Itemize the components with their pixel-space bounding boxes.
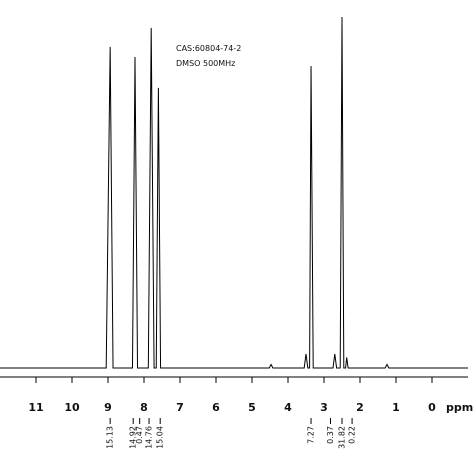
x-tick-label: 10: [64, 401, 80, 414]
x-tick-label: 6: [212, 401, 220, 414]
annotation: CAS:60804-74-2: [176, 44, 241, 53]
spectrum-line: [0, 16, 468, 369]
x-tick-label: 3: [320, 401, 328, 414]
integral-label: 0.22: [348, 426, 357, 444]
x-tick-label: 8: [140, 401, 148, 414]
x-tick-label: 0: [428, 401, 436, 414]
x-tick-label: 11: [28, 401, 43, 414]
x-tick-label: 4: [284, 401, 292, 414]
integral-label: 0.37: [326, 426, 335, 444]
integral-label: 15.04: [156, 426, 165, 449]
x-tick-label: 7: [176, 401, 184, 414]
integral-label: 0.47: [135, 426, 144, 444]
integral-label: 31.82: [338, 426, 347, 449]
integral-label: 14.76: [145, 426, 154, 449]
x-tick-label: 5: [248, 401, 256, 414]
annotation: DMSO 500MHz: [176, 59, 235, 68]
x-tick-label: 1: [392, 401, 400, 414]
integral-label: 15.13: [106, 426, 115, 449]
x-tick-label: 9: [104, 401, 112, 414]
x-tick-label: 2: [356, 401, 364, 414]
integral-label: 7.27: [307, 426, 316, 444]
x-axis-label: ppm: [446, 401, 473, 414]
integral-label: 14.92: [129, 426, 138, 449]
